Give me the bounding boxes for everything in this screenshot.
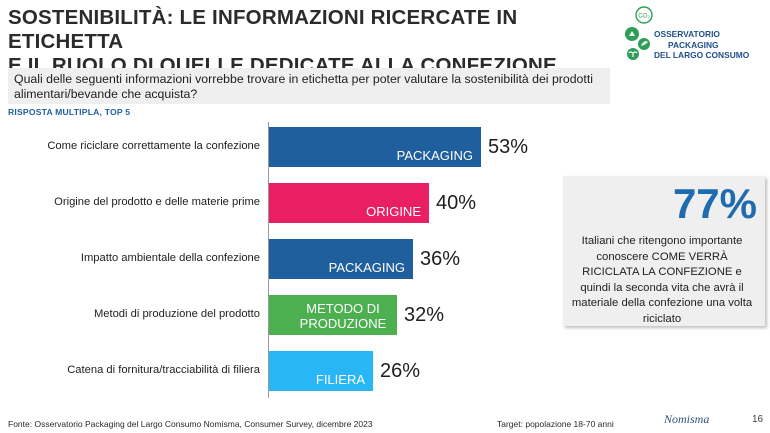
bar: PACKAGING [269,239,413,279]
bar-label: METODO DI PRODUZIONE [299,301,387,331]
logo-line-1: OSSERVATORIO [654,29,720,39]
category-label: Impatto ambientale della confezione [80,252,260,264]
callout-text-pre: Italiani che ritengono importante conosc… [581,235,743,263]
bar: PACKAGING [269,127,481,167]
callout-value: 77% [672,180,757,227]
category-label: Catena di fornitura/tracciabilità di fil… [67,364,260,376]
value-label: 40% [436,192,477,214]
category-label: Come riciclare correttamente la confezio… [47,140,260,152]
bar: ORIGINE [269,183,429,223]
value-label: 32% [404,304,445,326]
co2-icon-text: CO₂ [638,14,650,20]
target-note: Target: popolazione 18-70 anni [497,419,614,429]
logo-graphic: CO₂ [625,6,653,60]
source-note: Fonte: Osservatorio Packaging del Largo … [8,419,373,429]
category-label: Metodi di produzione del prodotto [93,308,260,320]
response-note: RISPOSTA MULTIPLA, TOP 5 [8,107,131,117]
co2-icon [635,6,653,24]
category-label: Origine del prodotto e delle materie pri… [54,196,260,208]
logo-text: OSSERVATORIO PACKAGING DEL LARGO CONSUMO [654,29,749,61]
bar-label: PACKAGING [328,260,405,275]
callout-text: Italiani che ritengono importante conosc… [567,234,757,327]
question-box: Quali delle seguenti informazioni vorreb… [8,68,610,104]
page-number: 16 [752,414,764,425]
nomisma-logo: Nomisma [664,412,710,426]
value-label: 53% [488,136,529,158]
highlight-callout: 77% Italiani che ritengono importante co… [563,176,765,326]
value-label: 26% [380,360,421,382]
survey-question: Quali delle seguenti informazioni vorreb… [14,72,593,101]
osservatorio-logo: CO₂ OSSERVATORIO PACKAGING DEL LARGO CON… [620,4,766,66]
logo-line-2: PACKAGING [668,39,719,50]
callout-text-post: e quindi la seconda vita che avrà il mat… [571,266,753,325]
value-label: 36% [420,248,461,270]
callout-text-bold: COME VERRÀ RICICLATA LA CONFEZIONE [582,250,733,279]
bar-label: FILIERA [315,372,365,387]
bar: FILIERA [269,351,373,391]
logo-line-3: DEL LARGO CONSUMO [654,50,750,60]
chart-axis [268,122,269,398]
bar-label: ORIGINE [366,204,421,219]
bar: METODO DI PRODUZIONE [269,295,397,335]
title-line-1: SOSTENIBILITÀ: LE INFORMAZIONI RICERCATE… [8,6,518,53]
bar-label: PACKAGING [396,148,473,163]
